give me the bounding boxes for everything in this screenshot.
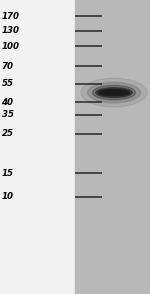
- Ellipse shape: [98, 89, 130, 96]
- Ellipse shape: [103, 91, 125, 94]
- Ellipse shape: [88, 82, 140, 103]
- Text: 25: 25: [2, 129, 14, 138]
- Text: 170: 170: [2, 12, 20, 21]
- Bar: [0, 0, 75, 294]
- Text: 130: 130: [2, 26, 20, 35]
- Ellipse shape: [96, 88, 132, 98]
- Text: 100: 100: [2, 42, 20, 51]
- Ellipse shape: [100, 90, 127, 95]
- Text: 10: 10: [2, 193, 14, 201]
- Text: 55: 55: [2, 79, 14, 88]
- Text: 40: 40: [2, 98, 14, 106]
- Ellipse shape: [81, 78, 147, 107]
- Text: 35: 35: [2, 110, 14, 119]
- Text: 15: 15: [2, 169, 14, 178]
- Text: 70: 70: [2, 62, 14, 71]
- Bar: [75, 0, 150, 294]
- Ellipse shape: [93, 85, 135, 100]
